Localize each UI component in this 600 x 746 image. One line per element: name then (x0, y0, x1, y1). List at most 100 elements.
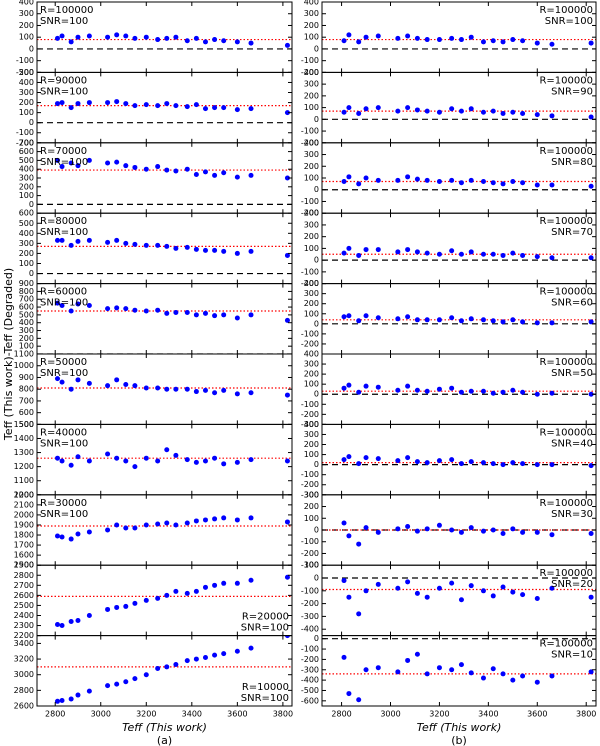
point (520, 592, 526, 598)
point (346, 382, 352, 388)
point (173, 310, 179, 316)
point (490, 390, 496, 396)
point (363, 313, 369, 319)
point (436, 37, 442, 43)
point (480, 588, 486, 594)
point (248, 577, 254, 583)
point (193, 246, 199, 252)
point (395, 669, 401, 675)
y-tick-label: 200 (304, 91, 319, 100)
annotation: SNR=100 (40, 509, 88, 520)
y-tick-label: 300 (19, 174, 34, 183)
point (59, 623, 65, 629)
y-tick-label: -200 (301, 209, 319, 218)
point (520, 529, 526, 535)
point (458, 180, 464, 186)
point (405, 455, 411, 461)
annotation: R=30000 (40, 498, 87, 509)
point (184, 244, 190, 250)
point (520, 180, 526, 186)
point (549, 320, 555, 326)
point (449, 177, 455, 183)
point (284, 519, 290, 525)
x-tick-label: 3200 (429, 710, 449, 719)
y-tick-label: 1300 (14, 448, 34, 457)
point (164, 310, 170, 316)
point (468, 177, 474, 183)
point (534, 320, 540, 326)
point (173, 662, 179, 668)
point (449, 106, 455, 112)
point (202, 247, 208, 253)
annotation: SNR=100 (545, 16, 593, 27)
point (173, 522, 179, 528)
point (424, 388, 430, 394)
point (510, 179, 516, 185)
point (490, 108, 496, 114)
point (221, 105, 227, 111)
point (202, 310, 208, 316)
point (405, 523, 411, 529)
point (114, 305, 120, 311)
point (221, 387, 227, 393)
point (155, 103, 161, 109)
point (468, 388, 474, 394)
point (221, 170, 227, 176)
point (449, 580, 455, 586)
point (54, 533, 60, 539)
point (105, 383, 111, 389)
y-tick-label: -200 (301, 279, 319, 288)
point (54, 455, 60, 461)
point (212, 516, 218, 522)
point (510, 37, 516, 43)
point (480, 39, 486, 45)
point (212, 172, 218, 178)
point (59, 164, 65, 170)
y-tick-label: -100 (301, 645, 319, 654)
point (173, 103, 179, 109)
y-tick-label: 300 (304, 289, 319, 298)
point (234, 250, 240, 256)
point (123, 306, 129, 312)
y-tick-label: 800 (19, 385, 34, 394)
y-tick-label: 3000 (14, 670, 34, 679)
point (143, 242, 149, 248)
point (86, 688, 92, 694)
y-tick-label: 300 (304, 220, 319, 229)
point (221, 461, 227, 467)
y-tick-label: 2000 (14, 510, 34, 519)
panel (37, 635, 292, 704)
point (193, 389, 199, 395)
point (341, 109, 347, 115)
point (173, 34, 179, 40)
point (588, 319, 594, 325)
point (414, 590, 420, 596)
point (356, 389, 362, 395)
y-axis-label: Teff (This work)-Teff (Degraded) (2, 268, 15, 441)
point (500, 181, 506, 187)
point (436, 179, 442, 185)
point (436, 251, 442, 257)
y-tick-label: 700 (19, 396, 34, 405)
y-tick-label: 2600 (14, 702, 34, 711)
y-tick-label: 300 (19, 88, 34, 97)
point (212, 652, 218, 658)
annotation: SNR=100 (40, 86, 88, 97)
annotation: SNR=30 (551, 509, 593, 520)
point (248, 248, 254, 254)
point (164, 35, 170, 41)
point (458, 318, 464, 324)
y-tick-label: 2200 (14, 490, 34, 499)
y-tick-label: -300 (301, 612, 319, 621)
point (86, 529, 92, 535)
y-tick-label: 800 (19, 287, 34, 296)
point (221, 651, 227, 657)
point (105, 160, 111, 166)
point (75, 34, 81, 40)
x-tick-label: 2800 (331, 710, 351, 719)
annotation: R=100000 (539, 639, 593, 650)
point (363, 455, 369, 461)
y-tick-label: 0 (29, 44, 34, 53)
y-tick-label: -200 (301, 599, 319, 608)
y-tick-label: -400 (301, 676, 319, 685)
